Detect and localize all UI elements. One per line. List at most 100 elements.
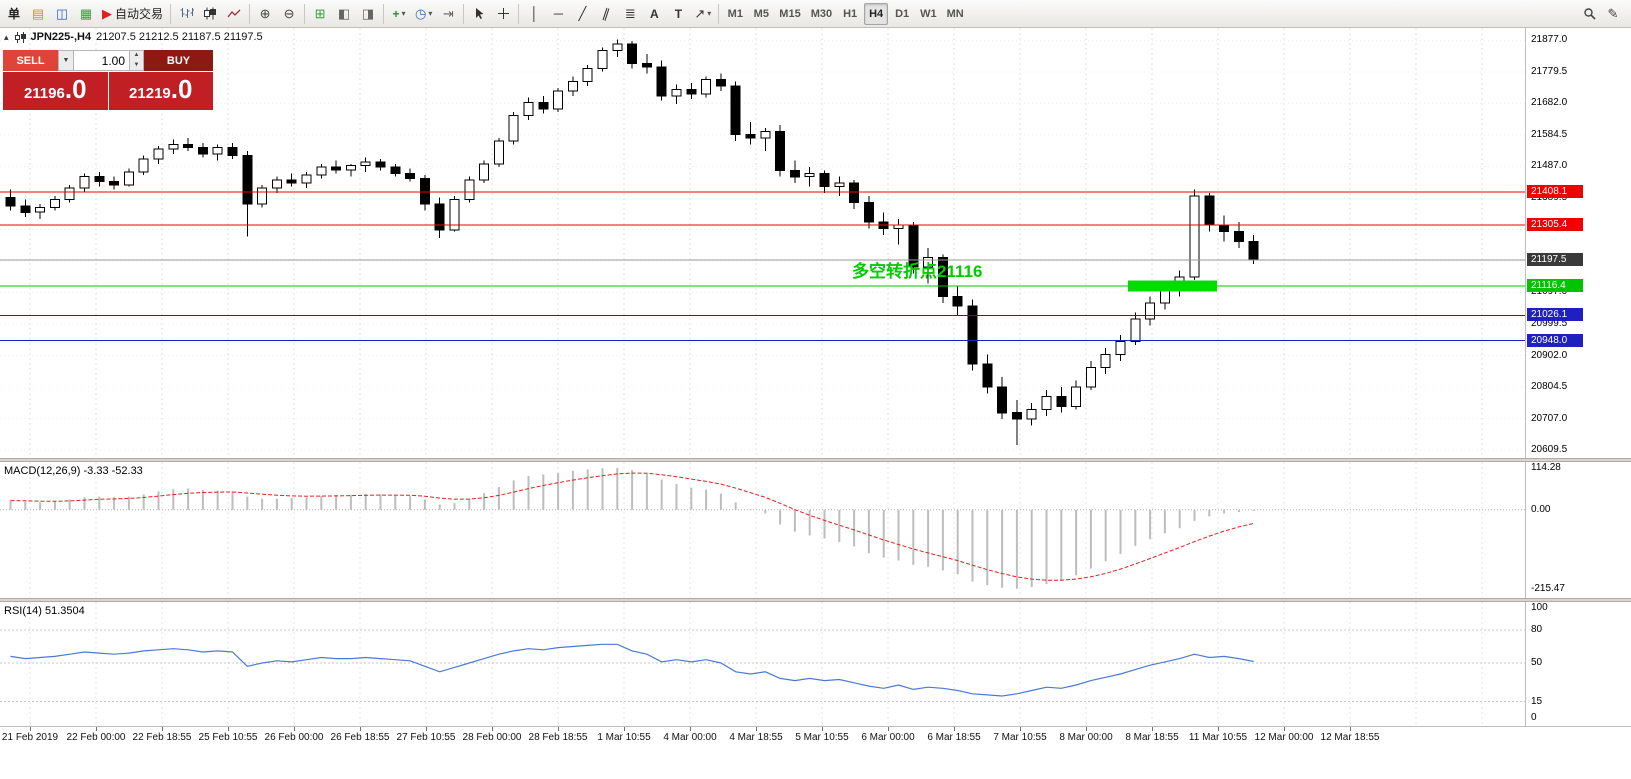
chart-shift-button[interactable]: ⇥ xyxy=(437,3,459,25)
toolbar-separator xyxy=(518,3,520,24)
cascade-windows-button[interactable]: ◧ xyxy=(333,3,355,25)
candle-body xyxy=(1233,231,1244,242)
label-button[interactable]: T xyxy=(667,3,689,25)
autotrading-button[interactable]: ▶ 自动交易 xyxy=(99,3,166,25)
rsi-axis-tick: 50 xyxy=(1531,657,1543,668)
bar-chart-button[interactable] xyxy=(175,3,197,25)
time-axis-tick xyxy=(162,727,163,731)
time-axis-label: 25 Feb 10:55 xyxy=(198,732,258,743)
rsi-chart-canvas[interactable] xyxy=(0,602,1525,726)
tf-w1-button[interactable]: W1 xyxy=(916,3,941,25)
macd-axis-tick: 0.00 xyxy=(1531,504,1551,515)
candle-body xyxy=(952,295,963,307)
line-chart-button[interactable] xyxy=(223,3,245,25)
candle-body xyxy=(849,182,860,204)
candle-body xyxy=(79,176,90,189)
new-order-button[interactable]: 单 xyxy=(3,3,25,25)
rsi-panel-splitter[interactable] xyxy=(0,598,1631,602)
time-axis[interactable]: 21 Feb 2019 22 Feb 00:00 22 Feb 18:55 25 Fe… xyxy=(0,726,1631,779)
tf-m30-button[interactable]: M30 xyxy=(807,3,836,25)
volume-input[interactable] xyxy=(74,50,130,71)
candle-body xyxy=(123,171,134,186)
edit-icon-button[interactable]: ✎ xyxy=(1602,3,1624,25)
main-chart-canvas[interactable]: 多空转折点21116 xyxy=(0,28,1525,458)
trendline-button[interactable]: ╱ xyxy=(571,3,593,25)
candle-body xyxy=(553,90,564,110)
toolbar-separator xyxy=(249,3,251,24)
cursor-button[interactable] xyxy=(468,3,490,25)
tf-m1-button[interactable]: M1 xyxy=(723,3,747,25)
market-watch-icon-button[interactable]: ◫ xyxy=(51,3,73,25)
highlight-zone-bar xyxy=(1127,280,1217,292)
crosshair-button[interactable] xyxy=(492,3,514,25)
candle-body xyxy=(1115,341,1126,356)
macd-values: -3.33 -52.33 xyxy=(83,465,143,477)
macd-panel-splitter[interactable] xyxy=(0,458,1631,462)
time-axis-label: 26 Feb 18:55 xyxy=(330,732,390,743)
rsi-grid xyxy=(0,602,1525,726)
candle-body xyxy=(197,147,208,155)
current-price-tag: 21197.5 xyxy=(1527,253,1583,266)
sell-price-display[interactable]: 21196.0 xyxy=(3,72,108,110)
tf-h4-button[interactable]: H4 xyxy=(864,2,889,25)
buy-button[interactable]: BUY xyxy=(144,50,213,71)
price-axis-tick: 20707.0 xyxy=(1531,413,1568,424)
tf-m15-button[interactable]: M15 xyxy=(775,3,804,25)
auto-scroll-button[interactable]: ◷ ▾ xyxy=(412,3,435,25)
candle-body xyxy=(49,198,60,208)
candlestick-chart-button[interactable] xyxy=(199,3,221,25)
tf-h1-button[interactable]: H1 xyxy=(838,3,862,25)
sell-button[interactable]: SELL xyxy=(3,50,58,71)
candle-body xyxy=(508,114,519,142)
text-button[interactable]: A xyxy=(643,3,665,25)
one-click-toggle-icon[interactable]: ▴ xyxy=(4,31,9,42)
candle-body xyxy=(168,143,179,150)
time-axis-tick xyxy=(690,727,691,731)
channel-button[interactable]: ∥ xyxy=(595,3,617,25)
sell-price-frac: .0 xyxy=(64,74,87,104)
tile-windows-button[interactable]: ⊞ xyxy=(309,3,331,25)
time-axis-tick xyxy=(294,727,295,731)
candle-body xyxy=(1159,289,1170,304)
vertical-line-button[interactable]: │ xyxy=(523,3,545,25)
candle-body xyxy=(434,203,445,231)
time-axis-tick xyxy=(426,727,427,731)
tf-mn-button[interactable]: MN xyxy=(943,3,968,25)
time-axis-tick xyxy=(1152,727,1153,731)
fibonacci-button[interactable]: ≣ xyxy=(619,3,641,25)
time-axis-label: 11 Mar 10:55 xyxy=(1188,732,1248,743)
macd-chart-canvas[interactable] xyxy=(0,462,1525,598)
chart-title: ▴ JPN225-,H4 21207.5 21212.5 21187.5 211… xyxy=(4,31,263,43)
macd-histogram xyxy=(9,467,1255,589)
zoom-out-button[interactable]: ⊖ xyxy=(278,3,300,25)
horizontal-line-button[interactable]: ─ xyxy=(547,3,569,25)
price-axis-tick: 20609.5 xyxy=(1531,444,1568,455)
macd-name: MACD(12,26,9) xyxy=(4,465,81,477)
zoom-in-button[interactable]: ⊕ xyxy=(254,3,276,25)
chart-window: 多空转折点21116 ▴ JPN225-,H4 21207.5 21212.5 … xyxy=(0,28,1631,779)
rsi-line xyxy=(10,643,1254,697)
volume-up-icon[interactable]: ▲ xyxy=(133,52,140,58)
annotation-text: 多空转折点21116 xyxy=(852,261,982,281)
candle-body xyxy=(1100,354,1111,368)
tf-m5-button[interactable]: M5 xyxy=(749,3,773,25)
arrows-button[interactable]: ↗ ▾ xyxy=(691,3,714,25)
navigator-icon-button[interactable]: ▦ xyxy=(75,3,97,25)
price-axis[interactable]: 21877.021779.521682.021584.521487.021389… xyxy=(1525,28,1631,726)
volume-down-icon[interactable]: ▼ xyxy=(133,61,140,68)
volume-spinner[interactable]: ▲ ▼ xyxy=(130,50,144,71)
volume-dropdown-button[interactable]: ▼ xyxy=(58,50,74,71)
candle-body xyxy=(1056,396,1067,407)
candle-body xyxy=(538,101,549,110)
arrange-windows-button[interactable]: ◨ xyxy=(357,3,379,25)
buy-price-display[interactable]: 21219.0 xyxy=(108,72,213,110)
price-axis-tick: 21584.5 xyxy=(1531,129,1568,140)
search-icon-button[interactable] xyxy=(1578,3,1600,25)
new-chart-button[interactable]: + ▾ xyxy=(388,3,410,25)
charts-window-icon-button[interactable]: ▤ xyxy=(27,3,49,25)
tf-d1-button[interactable]: D1 xyxy=(890,3,914,25)
ohlc-values: 21207.5 21212.5 21187.5 21197.5 xyxy=(96,31,263,43)
candle-body xyxy=(109,181,120,186)
rsi-axis-tick: 80 xyxy=(1531,624,1543,635)
macd-signal-line xyxy=(10,472,1254,581)
